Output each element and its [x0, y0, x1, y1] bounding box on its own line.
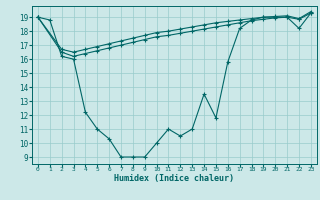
- X-axis label: Humidex (Indice chaleur): Humidex (Indice chaleur): [115, 174, 234, 183]
